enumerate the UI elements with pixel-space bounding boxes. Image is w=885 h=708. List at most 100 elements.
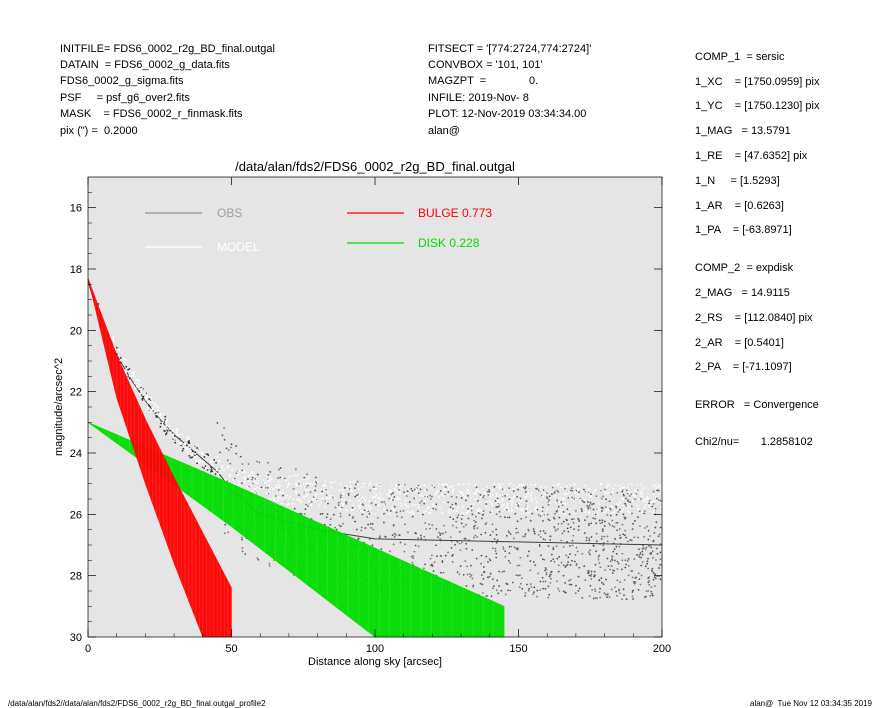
model-point [323, 500, 325, 503]
obs-point [408, 501, 411, 503]
obs-point [538, 543, 541, 546]
obs-point [535, 487, 537, 490]
obs-point [641, 548, 644, 550]
obs-point [567, 556, 570, 559]
obs-point [545, 573, 548, 576]
model-point [157, 418, 160, 420]
obs-point [435, 508, 437, 511]
model-point [452, 484, 455, 487]
obs-point [573, 528, 575, 531]
model-point [632, 494, 634, 497]
obs-point [466, 565, 469, 568]
model-point [253, 487, 256, 490]
model-point [256, 486, 259, 489]
obs-point [422, 567, 425, 570]
model-point [343, 499, 345, 502]
obs-point [486, 595, 489, 597]
obs-point [357, 493, 360, 496]
obs-point [369, 522, 372, 525]
model-point [546, 508, 549, 511]
obs-point [618, 588, 621, 591]
model-point [634, 494, 637, 497]
obs-point [609, 524, 611, 526]
obs-point [537, 513, 540, 516]
obs-point [557, 587, 559, 590]
obs-point [159, 425, 162, 428]
obs-point [430, 554, 433, 557]
model-point [513, 495, 516, 498]
disk-profile-layer [87, 422, 505, 638]
model-point [549, 502, 552, 505]
obs-point [472, 584, 475, 587]
model-point [306, 494, 309, 496]
sigma-line: FDS6_0002_g_sigma.fits [60, 75, 184, 87]
obs-point [386, 509, 389, 512]
obs-point [164, 415, 167, 418]
model-point [293, 503, 296, 506]
obs-point [631, 528, 634, 531]
magzpt-line: MAGZPT = 0. [428, 75, 539, 87]
obs-point [539, 530, 542, 533]
obs-point [614, 586, 616, 589]
obs-point [557, 564, 560, 567]
obs-point [652, 490, 655, 493]
model-point [366, 509, 369, 512]
model-point [268, 484, 270, 486]
obs-point [491, 578, 494, 581]
obs-point [432, 507, 435, 510]
obs-point [621, 489, 624, 492]
model-point [218, 460, 221, 462]
obs-point [494, 550, 497, 552]
obs-point [436, 555, 438, 558]
model-point [499, 484, 501, 487]
model-point [643, 506, 646, 508]
obs-point [355, 528, 358, 531]
obs-point [455, 520, 458, 523]
model-point [630, 483, 633, 486]
model-point [430, 485, 433, 488]
obs-point [562, 520, 565, 523]
chart-title: /data/alan/fds2/FDS6_0002_r2g_BD_final.o… [235, 159, 515, 174]
model-point [402, 484, 405, 486]
model-point [478, 501, 481, 504]
model-point [390, 499, 393, 502]
obs-point [641, 553, 644, 556]
obs-point [619, 592, 621, 595]
model-point [131, 375, 133, 378]
obs-point [620, 568, 623, 571]
obs-point [506, 516, 509, 519]
model-point [266, 492, 268, 495]
obs-point [624, 529, 627, 532]
model-point [279, 496, 281, 499]
model-point [637, 498, 640, 501]
model-point [398, 487, 401, 490]
model-point [461, 491, 464, 494]
legend-model-label: MODEL [217, 240, 260, 254]
model-point [407, 488, 410, 491]
model-point [309, 482, 312, 485]
obs-point [416, 510, 419, 513]
obs-point [470, 564, 472, 567]
obs-point [470, 505, 473, 508]
model-point [341, 504, 344, 507]
model-point [356, 495, 359, 498]
model-point [512, 484, 515, 487]
model-point [264, 481, 266, 484]
model-point [300, 485, 302, 488]
obs-point [650, 552, 653, 554]
model-point [300, 501, 302, 504]
obs-point [241, 538, 243, 541]
model-point [210, 472, 213, 475]
obs-point [465, 542, 468, 545]
model-point [565, 512, 567, 515]
obs-point [310, 501, 313, 503]
model-point [653, 500, 656, 503]
obs-point [414, 544, 417, 547]
obs-point [615, 552, 618, 555]
obs-point [473, 527, 476, 530]
obs-point [251, 476, 254, 479]
obs-point [592, 517, 595, 520]
model-point [588, 492, 590, 495]
model-point [414, 497, 417, 500]
obs-point [424, 563, 426, 566]
